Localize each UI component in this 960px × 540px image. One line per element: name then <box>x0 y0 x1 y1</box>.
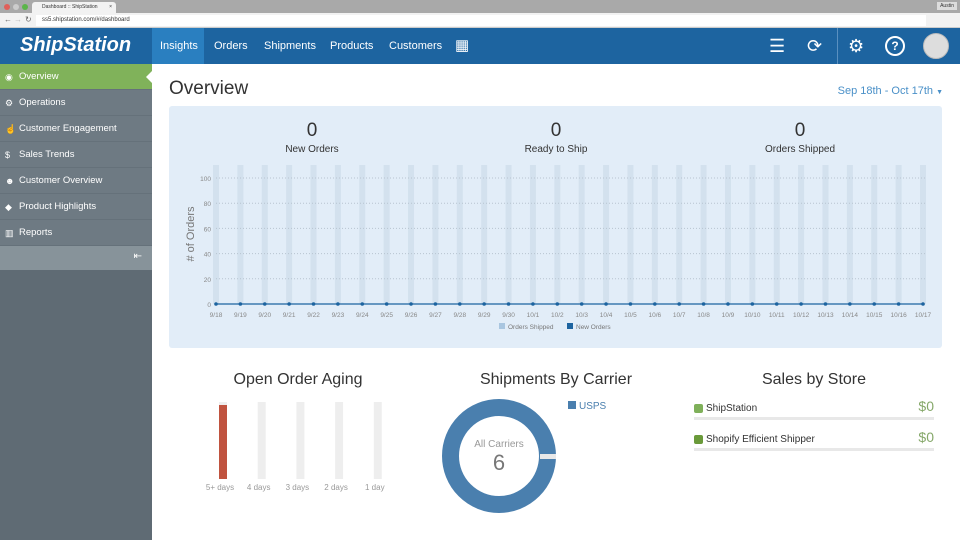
shipments-by-carrier-title: Shipments By Carrier <box>479 371 633 388</box>
sidebar-item-sales-trends[interactable]: $ Sales Trends <box>0 142 152 168</box>
reload-icon[interactable]: ↻ <box>25 15 32 24</box>
donut-center-value: 6 <box>493 450 505 475</box>
caret-down-icon: ▼ <box>936 89 943 96</box>
store-sales: $0 <box>918 398 934 414</box>
sidebar-item-label: Overview <box>19 71 59 82</box>
stat-label: Orders Shipped <box>764 144 836 155</box>
gear-icon[interactable]: ⚙ <box>848 36 865 56</box>
x-tick-label: 1 day <box>365 483 385 492</box>
browser-tab[interactable]: Dashboard :: ShipStation × <box>32 2 116 13</box>
store-name: ShipStation <box>706 403 758 414</box>
batch-icon[interactable]: ☰ <box>769 36 786 56</box>
close-window-icon[interactable] <box>4 4 10 10</box>
store-row: ShipStation $0 <box>694 398 934 420</box>
legend-swatch-usps <box>568 401 576 409</box>
stat-value: 0 <box>306 120 318 141</box>
sidebar-item-customer-engagement[interactable]: ☝ Customer Engagement <box>0 116 152 142</box>
maximize-window-icon[interactable] <box>22 4 28 10</box>
sidebar: ◉ Overview ⚙ Operations ☝ Customer Engageme… <box>0 64 152 540</box>
x-tick-label: 2 days <box>324 483 348 492</box>
donut-center-label: All Carriers <box>474 439 523 450</box>
stat-orders-shipped: 0 Orders Shipped <box>720 120 880 155</box>
bar-background <box>335 402 344 479</box>
sidebar-item-customer-overview[interactable]: ☻ Customer Overview <box>0 168 152 194</box>
help-icon[interactable]: ? <box>885 36 905 56</box>
sidebar-item-label: Reports <box>19 227 53 238</box>
stat-new-orders: 0 New Orders <box>232 120 392 155</box>
sidebar-item-product-highlights[interactable]: ◆ Product Highlights <box>0 194 152 220</box>
page-title: Overview <box>169 78 249 99</box>
gears-icon: ⚙ <box>5 98 14 108</box>
bar-background <box>257 402 266 479</box>
divider <box>837 28 838 64</box>
dollar-icon: $ <box>5 150 11 160</box>
stat-value: 0 <box>550 120 562 141</box>
stat-ready-to-ship: 0 Ready to Ship <box>476 120 636 155</box>
hand-pointer-icon: ☝ <box>5 124 17 134</box>
bar-background <box>219 402 227 479</box>
donut-slice-usps[interactable] <box>442 399 556 513</box>
close-tab-icon[interactable]: × <box>109 4 112 10</box>
stat-value: 0 <box>794 120 806 141</box>
sales-by-store-title: Sales by Store <box>761 371 867 388</box>
sidebar-item-label: Operations <box>19 97 66 108</box>
shopify-icon <box>694 435 703 444</box>
address-bar-row: ← → ↻ ss5.shipstation.com/#/dashboard <box>0 13 960 28</box>
bar-chart-icon: ▥ <box>5 228 14 238</box>
bar-5-days[interactable] <box>219 405 227 479</box>
shipstation-icon <box>694 404 703 413</box>
bar-background <box>296 402 305 479</box>
donut-gap <box>540 454 556 459</box>
top-nav: ShipStation Insights Orders Shipments Pr… <box>0 28 960 64</box>
url-input[interactable]: ss5.shipstation.com/#/dashboard <box>36 15 926 26</box>
sidebar-item-label: Customer Overview <box>19 175 103 186</box>
calculator-icon[interactable]: ▦ <box>455 37 470 54</box>
store-sales: $0 <box>918 429 934 445</box>
nav-insights[interactable]: Insights <box>152 28 204 64</box>
nav-products[interactable]: Products <box>330 40 374 52</box>
sidebar-item-overview[interactable]: ◉ Overview <box>0 64 152 90</box>
sidebar-item-label: Product Highlights <box>19 201 97 212</box>
eye-icon: ◉ <box>5 72 13 82</box>
forward-icon[interactable]: → <box>14 15 22 24</box>
sidebar-item-reports[interactable]: ▥ Reports <box>0 220 152 246</box>
avatar[interactable] <box>923 33 949 59</box>
minimize-window-icon[interactable] <box>13 4 19 10</box>
legend-usps: USPS <box>579 401 607 412</box>
nav-shipments[interactable]: Shipments <box>264 40 316 52</box>
logo[interactable]: ShipStation <box>20 34 132 56</box>
sidebar-item-label: Customer Engagement <box>19 123 117 134</box>
x-tick-label: 3 days <box>286 483 310 492</box>
nav-customers[interactable]: Customers <box>389 40 443 52</box>
x-tick-label: 5+ days <box>206 483 234 492</box>
refresh-icon[interactable]: ⟳ <box>807 36 823 56</box>
date-range-dropdown[interactable]: Sep 18th - Oct 17th ▼ <box>838 85 943 97</box>
sidebar-item-operations[interactable]: ⚙ Operations <box>0 90 152 116</box>
active-pointer <box>146 70 153 84</box>
x-tick-label: 4 days <box>247 483 271 492</box>
users-icon: ☻ <box>5 176 15 186</box>
tags-icon: ◆ <box>5 202 12 212</box>
browser-tab-bar: Dashboard :: ShipStation × Austin <box>0 0 960 13</box>
stat-label: Ready to Ship <box>524 144 588 155</box>
collapse-icon: ⇤ <box>133 251 142 262</box>
nav-orders[interactable]: Orders <box>214 40 248 52</box>
store-row: Shopify Efficient Shipper $0 <box>694 429 934 451</box>
date-range-label: Sep 18th - Oct 17th <box>837 85 933 97</box>
back-icon[interactable]: ← <box>4 15 12 24</box>
sidebar-item-label: Sales Trends <box>19 149 75 160</box>
tab-title: Dashboard :: ShipStation <box>42 4 98 10</box>
collapse-sidebar-button[interactable]: ⇤ <box>0 246 152 270</box>
stat-label: New Orders <box>285 144 339 155</box>
bar-background <box>373 402 382 479</box>
profile-button[interactable]: Austin <box>937 2 957 10</box>
store-name: Shopify Efficient Shipper <box>706 434 815 445</box>
open-order-aging-title: Open Order Aging <box>233 371 363 388</box>
